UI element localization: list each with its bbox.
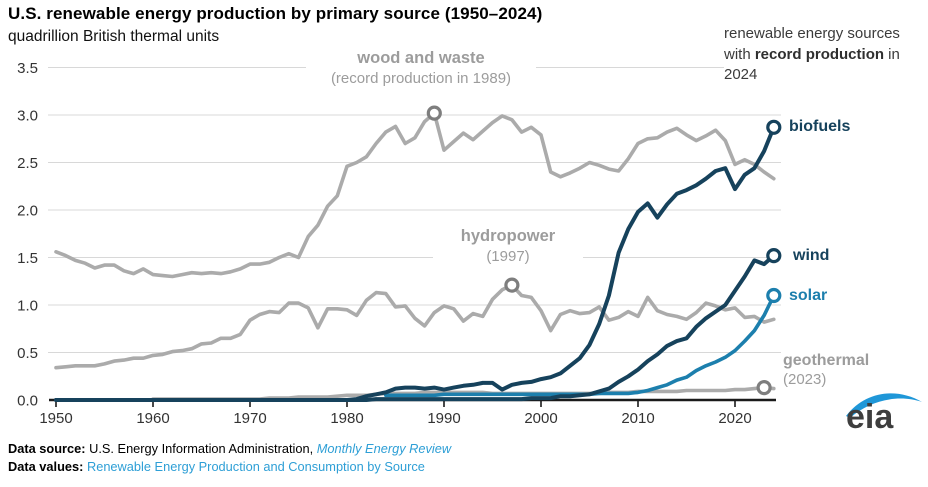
- chart-canvas: 1950 1960 1970 1980 1990 2000 2010 2020 0.0 0.5 1.…: [17, 60, 782, 427]
- page-title: U.S. renewable energy production by prim…: [8, 4, 543, 23]
- series-line-hydropower: [54, 283, 776, 370]
- eia-logo: eia: [844, 388, 924, 440]
- y-tick-label: 2.5: [17, 155, 38, 172]
- x-tick-label: 2000: [524, 410, 557, 427]
- y-tick-label: 0.5: [17, 345, 38, 362]
- geothermal-record-note: (2023): [783, 371, 827, 388]
- wood-and-waste-label: wood and waste: [357, 49, 485, 67]
- y-tick-label: 2.0: [17, 203, 38, 220]
- record-2024-annotation: renewable energy sources with record pro…: [724, 24, 916, 86]
- footer: Data source: U.S. Energy Information Adm…: [8, 440, 451, 475]
- data-values-link[interactable]: Renewable Energy Production and Consumpt…: [83, 458, 425, 474]
- data-source-text: U.S. Energy Information Administration,: [85, 441, 317, 456]
- record-marker-solar: [766, 287, 782, 304]
- x-tick-label: 1990: [427, 410, 460, 427]
- x-tick-label: 2010: [621, 410, 654, 427]
- y-tick-label: 0.0: [17, 393, 38, 410]
- y-tick-label: 1.0: [17, 298, 38, 315]
- data-source-label: Data source:: [8, 441, 86, 456]
- y-tick-label: 3.0: [17, 108, 38, 125]
- x-tick-label: 1960: [136, 410, 169, 427]
- x-tick-label: 1970: [233, 410, 266, 427]
- record-marker-wind: [766, 248, 782, 264]
- record-marker-geothermal: [756, 380, 772, 396]
- wood-and-waste-record-note: (record production in 1989): [330, 70, 512, 87]
- page-subtitle: quadrillion British thermal units: [8, 28, 220, 45]
- x-tick-label: 1980: [330, 410, 363, 427]
- eia-logo-swoosh-icon: [846, 393, 922, 418]
- hydropower-annotation: hydropower (1997): [433, 226, 583, 267]
- hydropower-label: hydropower: [460, 227, 556, 245]
- eia-logo-text: eia: [846, 398, 894, 436]
- annotation-text-post: in 2024: [724, 45, 900, 84]
- x-tick-label: 2020: [718, 410, 751, 427]
- wood-and-waste-annotation: wood and waste (record production in 198…: [306, 48, 536, 89]
- annotation-text-bold: record production: [754, 45, 885, 63]
- geothermal-annotation: geothermal (2023): [783, 351, 870, 389]
- hydropower-record-note: (1997): [486, 248, 530, 265]
- monthly-energy-review-link[interactable]: Monthly Energy Review: [316, 441, 452, 456]
- record-marker-biofuels: [766, 119, 782, 135]
- series-line-wood-and-waste: [54, 111, 776, 279]
- y-tick-label: 1.5: [17, 250, 38, 267]
- biofuels-label: biofuels: [789, 118, 851, 135]
- data-values-line: Data values: Renewable Energy Production…: [8, 458, 451, 476]
- record-marker-wood-and-waste: [426, 105, 442, 121]
- annotation-text-pre: renewable energy sources with: [724, 25, 900, 63]
- data-values-label: Data values:: [8, 458, 84, 474]
- record-marker-hydropower: [504, 277, 520, 293]
- y-tick-label: 3.5: [17, 60, 38, 77]
- solar-label: solar: [789, 287, 828, 304]
- geothermal-label: geothermal: [783, 352, 870, 369]
- renewables-line-chart: 1950 1960 1970 1980 1990 2000 2010 2020 0.0 0.5 1.…: [17, 24, 916, 427]
- x-tick-label: 1950: [39, 410, 72, 427]
- series-line-biofuels: [54, 125, 776, 402]
- data-source-line: Data source: U.S. Energy Information Adm…: [8, 440, 451, 458]
- wind-label: wind: [793, 247, 830, 264]
